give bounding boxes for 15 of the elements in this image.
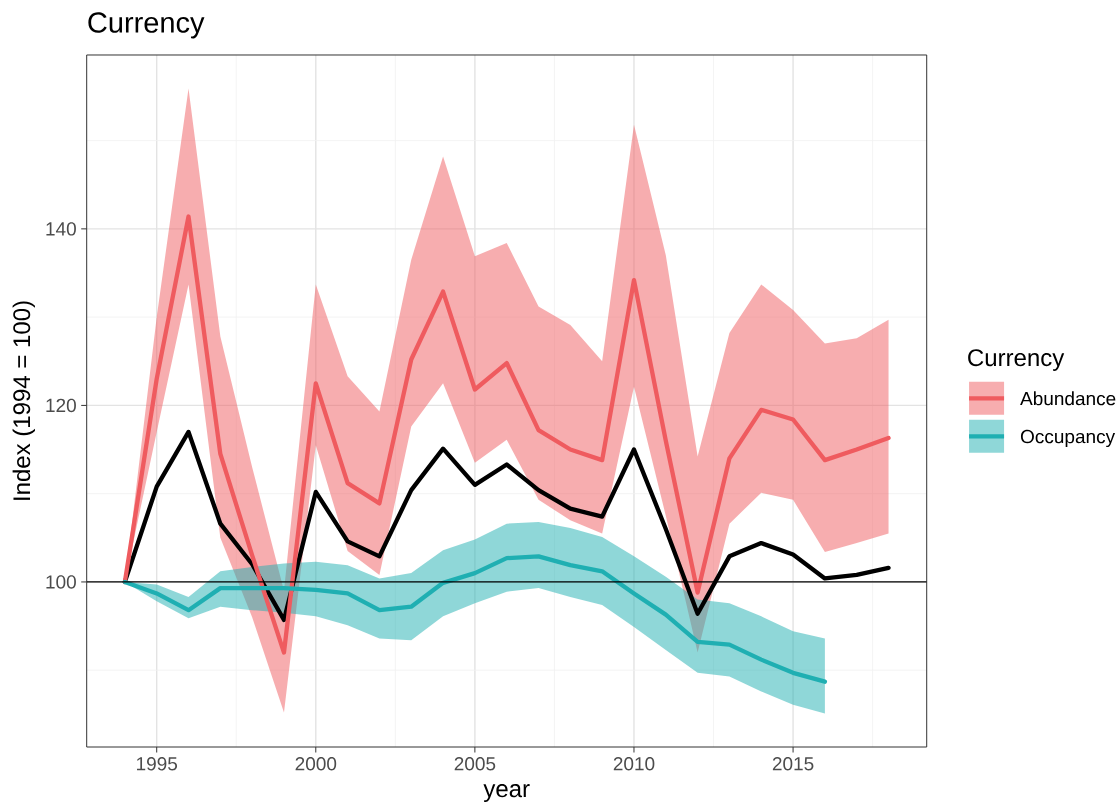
chart-title: Currency [88,12,205,39]
y-tick-label: 120 [46,398,76,413]
y-tick-label: 100 [46,575,76,589]
x-tick-label: 2005 [454,757,496,771]
x-tick-label: 1995 [137,757,178,771]
line-series [122,214,891,655]
x-axis-title: year [483,784,530,803]
y-axis-title: Index (1994 = 100) [12,301,35,500]
y-tick-label: 140 [46,222,76,236]
x-tick-label: 2000 [295,757,337,771]
x-tick-label: 2015 [772,757,814,771]
x-tick-label: 2010 [613,757,655,771]
legend-label: Abundance [1020,391,1116,406]
legend-label: Occupancy [1020,429,1116,448]
legend-title: Currency [968,349,1065,371]
